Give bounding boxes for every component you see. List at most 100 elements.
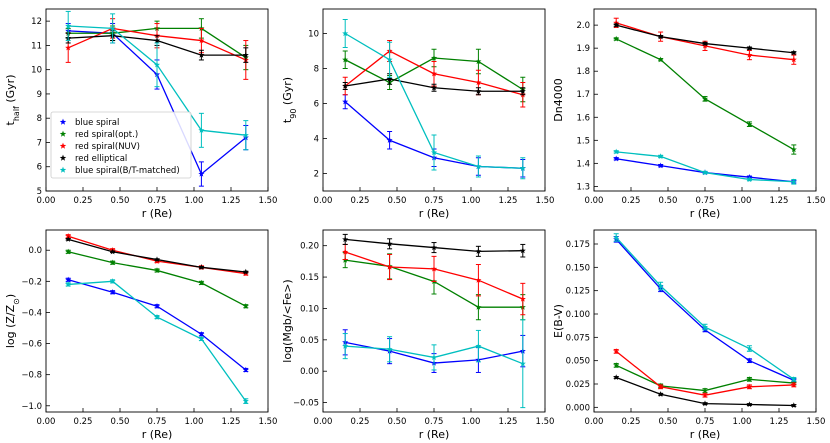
y-tick-label: 0.000 xyxy=(566,403,590,413)
y-tick-label: 0.0 xyxy=(28,246,42,256)
y-axis-label: Dn4000 xyxy=(552,78,565,121)
y-tick-label: −0.4 xyxy=(21,308,42,318)
legend: blue spiral red spiral(opt.) red spiral(NU… xyxy=(50,111,192,179)
x-tick-label: 0.00 xyxy=(314,417,333,427)
panel-mgbfe: 0.00 0.25 0.50 0.75 1.00 1.25 1.50 −0.05 0.00 0.0… xyxy=(281,229,554,441)
data-point xyxy=(153,303,161,309)
y-tick-label: 0.15 xyxy=(300,273,319,283)
legend-marker xyxy=(59,130,67,137)
data-point xyxy=(153,61,161,68)
data-point xyxy=(657,282,664,289)
y-tick-label: 0.125 xyxy=(566,287,590,297)
data-point xyxy=(65,233,72,239)
data-point xyxy=(790,178,797,185)
legend-marker xyxy=(59,142,67,149)
axes-frame xyxy=(593,229,817,413)
data-point xyxy=(475,248,482,254)
x-tick-label: 0.25 xyxy=(622,196,641,206)
series-line xyxy=(616,151,794,183)
data-point xyxy=(153,256,161,263)
data-point xyxy=(242,366,249,373)
data-point xyxy=(613,155,620,162)
data-point xyxy=(746,120,753,127)
data-point xyxy=(342,56,349,63)
x-tick-label: 0.75 xyxy=(696,196,715,206)
data-point xyxy=(198,127,205,133)
series-red-spiral-opt- xyxy=(613,362,797,394)
x-tick-label: 0.50 xyxy=(659,196,678,206)
data-point xyxy=(613,348,620,354)
y-tick-label: 11 xyxy=(31,41,42,51)
data-point xyxy=(65,236,72,242)
data-point xyxy=(790,56,797,63)
data-point xyxy=(701,95,709,102)
data-point xyxy=(475,79,482,86)
x-tick-label: 1.25 xyxy=(222,196,241,206)
data-point xyxy=(613,21,620,28)
series-red-spiral-opt- xyxy=(613,35,797,155)
data-point xyxy=(342,248,349,255)
series-red-spiral-nuv- xyxy=(613,348,797,398)
y-tick-label: −0.2 xyxy=(21,277,42,287)
y-tick-label: 0.20 xyxy=(300,242,319,252)
x-axis-label: r (Re) xyxy=(419,207,450,220)
data-point xyxy=(153,313,161,320)
y-tick-label: 2 xyxy=(314,170,319,180)
data-point xyxy=(198,331,205,337)
data-point xyxy=(701,392,709,398)
x-tick-label: 1.50 xyxy=(536,196,555,206)
x-tick-label: 0.50 xyxy=(111,417,130,427)
x-tick-label: 0.75 xyxy=(148,196,167,206)
series-blue-spiral xyxy=(613,236,797,383)
x-tick-label: 0.25 xyxy=(351,196,370,206)
data-point xyxy=(109,248,116,255)
x-tick-label: 0.00 xyxy=(314,196,333,206)
series-line xyxy=(615,38,795,151)
data-point xyxy=(519,295,526,302)
x-tick-label: 0.50 xyxy=(659,417,678,427)
data-point xyxy=(198,51,205,58)
data-point xyxy=(701,323,709,330)
x-tick-label: 0.00 xyxy=(585,196,604,206)
data-point xyxy=(657,162,664,169)
data-point xyxy=(701,169,709,176)
y-axis-label: t90 (Gyr) xyxy=(281,77,298,123)
y-tick-label: −0.6 xyxy=(21,340,42,350)
panel-dn4000: 0.00 0.25 0.50 0.75 1.00 1.25 1.50 1.3 1.4 1.5 1.6… xyxy=(552,8,825,220)
data-point xyxy=(242,131,249,138)
x-tick-label: 1.50 xyxy=(807,417,826,427)
legend-marker xyxy=(59,166,67,173)
data-point xyxy=(242,268,249,275)
data-point xyxy=(475,163,482,170)
data-point xyxy=(746,376,753,382)
data-point xyxy=(153,37,161,44)
data-point xyxy=(65,281,72,288)
y-tick-label: 8 xyxy=(314,65,319,75)
y-tick-label: 1.9 xyxy=(576,44,590,54)
y-tick-label: 12 xyxy=(31,17,42,27)
panel-t90: 0.00 0.25 0.50 0.75 1.00 1.25 1.50 2 4 6 8 10 r (Re)… xyxy=(281,8,555,220)
data-point xyxy=(519,165,526,171)
series-red-elliptical xyxy=(342,73,526,96)
data-point xyxy=(109,278,116,284)
y-tick-label: 1.4 xyxy=(576,159,590,169)
data-point xyxy=(746,357,753,364)
legend-label: blue spiral(B/T-matched) xyxy=(75,166,180,176)
y-tick-label: 4 xyxy=(314,135,319,145)
y-tick-label: 0.100 xyxy=(566,310,590,320)
x-tick-label: 0.50 xyxy=(388,196,407,206)
y-tick-label: 0.10 xyxy=(300,304,319,314)
data-point xyxy=(386,263,393,270)
series-red-elliptical xyxy=(613,374,797,409)
data-point xyxy=(153,267,161,274)
data-point xyxy=(613,148,620,155)
y-axis-label: log(Mgb/<Fe>) xyxy=(281,279,294,362)
series-blue-spiral xyxy=(65,276,249,373)
data-point xyxy=(430,84,438,91)
data-point xyxy=(790,146,797,153)
x-axis-label: r (Re) xyxy=(142,428,173,441)
data-point xyxy=(386,240,393,247)
data-point xyxy=(242,303,249,309)
data-point xyxy=(475,342,482,349)
